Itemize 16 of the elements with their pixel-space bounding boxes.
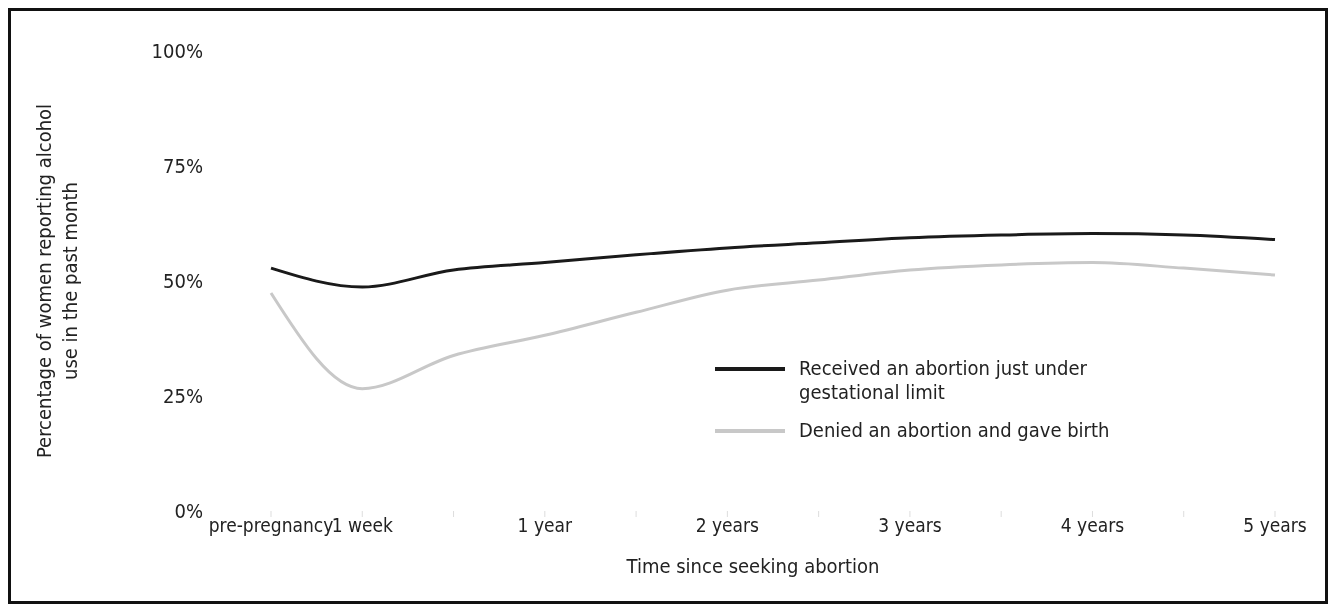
legend-label: Received an abortion just under gestational limit <box>799 356 1088 404</box>
x-tick-label: 2 years <box>695 514 760 537</box>
x-axis-title: Time since seeking abortion <box>625 554 880 578</box>
y-tick-label: 25% <box>163 384 203 409</box>
x-tick-label: 3 years <box>878 514 942 537</box>
y-tick-label: 50% <box>163 269 203 294</box>
line-series <box>269 232 1277 289</box>
x-tick-label: pre-pregnancy <box>208 514 334 537</box>
legend-label: Denied an abortion and gave birth <box>799 418 1110 442</box>
x-tick-label: 5 years <box>1243 514 1307 537</box>
y-tick-label: 0% <box>174 499 203 524</box>
y-axis-title: Percentage of women reporting alcohol use in the past month <box>32 103 82 459</box>
y-tick-label: 75% <box>163 154 203 179</box>
y-tick-label: 100% <box>151 39 203 64</box>
x-tick-label: 1 year <box>517 514 574 537</box>
x-tick-label: 4 years <box>1060 514 1125 537</box>
